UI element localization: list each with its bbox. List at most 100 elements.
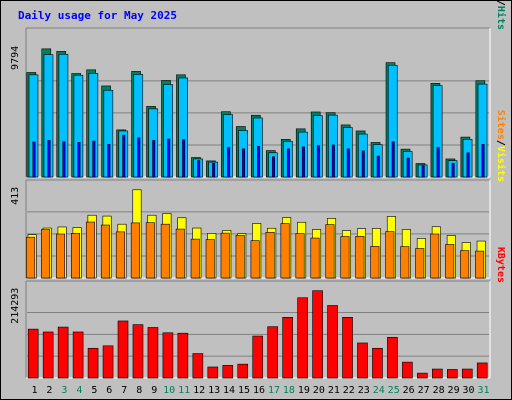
bar-sites xyxy=(220,232,230,279)
bar-pages xyxy=(286,148,290,178)
bar-pages xyxy=(47,140,51,178)
bar-pages xyxy=(32,141,36,178)
legend-entry: Hits xyxy=(495,6,507,30)
bar-sites xyxy=(160,223,170,279)
bar-kbytes xyxy=(237,363,249,379)
bar-kbytes xyxy=(476,362,488,379)
legend-entry: / xyxy=(495,0,506,6)
bar-sites xyxy=(56,233,66,279)
x-tick-label: 29 xyxy=(448,385,460,396)
x-tick-label: 5 xyxy=(91,385,97,396)
x-tick-label: 17 xyxy=(268,385,280,396)
bar-pages xyxy=(212,162,216,178)
bar-kbytes xyxy=(461,368,473,379)
bar-kbytes xyxy=(432,368,443,379)
x-tick-label: 10 xyxy=(163,385,175,396)
bar-pages xyxy=(466,152,470,178)
legend-entry: KBytes xyxy=(495,247,506,283)
bar-pages xyxy=(242,148,246,178)
bar-sites xyxy=(265,231,275,279)
bar-kbytes xyxy=(57,326,69,379)
bar-sites xyxy=(340,236,350,279)
bar-pages xyxy=(406,157,410,178)
bar-sites xyxy=(235,234,245,279)
bar-pages xyxy=(122,134,126,178)
y-max-label: 413 xyxy=(10,187,21,205)
bar-pages xyxy=(197,160,201,178)
bar-pages xyxy=(137,137,141,178)
bar-sites xyxy=(475,250,485,279)
bar-kbytes xyxy=(72,331,84,379)
bar-pages xyxy=(257,145,261,178)
x-tick-label: 15 xyxy=(238,385,250,396)
bar-kbytes xyxy=(207,366,219,379)
x-tick-label: 18 xyxy=(283,385,295,396)
bar-kbytes xyxy=(282,316,293,379)
bar-pages xyxy=(182,139,186,178)
bar-sites xyxy=(460,250,470,279)
bar-kbytes xyxy=(162,332,174,379)
bar-sites xyxy=(295,233,305,279)
x-tick-label: 16 xyxy=(253,385,265,396)
legend-entry: Visits xyxy=(495,146,507,182)
chart-title: Daily usage for May 2025 xyxy=(18,9,177,22)
bar-kbytes xyxy=(417,372,428,379)
bar-sites xyxy=(415,248,425,279)
bar-sites xyxy=(430,233,440,279)
bar-kbytes xyxy=(27,328,39,379)
bar-sites xyxy=(175,228,185,279)
bar-pages xyxy=(316,145,320,178)
bar-kbytes xyxy=(147,327,159,379)
x-tick-label: 8 xyxy=(136,385,142,396)
bar-kbytes xyxy=(252,335,264,379)
x-tick-label: 23 xyxy=(358,385,370,396)
bar-pages xyxy=(92,140,96,178)
bar-sites xyxy=(310,237,320,279)
bar-kbytes xyxy=(177,332,189,379)
x-tick-label: 31 xyxy=(477,385,489,396)
x-tick-label: 21 xyxy=(328,385,340,396)
panel-hits-files-pages: 9794 Pages/Files/Hits xyxy=(10,0,507,178)
legend-label: KBytes xyxy=(495,247,506,283)
bar-sites xyxy=(355,236,365,279)
x-tick-label: 7 xyxy=(121,385,127,396)
bar-sites xyxy=(115,231,125,279)
bar-sites xyxy=(280,223,290,279)
bar-kbytes xyxy=(402,361,413,379)
bar-pages xyxy=(167,138,171,178)
x-tick-label: 24 xyxy=(373,385,385,396)
x-tick-label: 20 xyxy=(313,385,325,396)
bar-pages xyxy=(436,147,440,178)
x-tick-label: 3 xyxy=(61,385,67,396)
bar-kbytes xyxy=(222,365,234,379)
chart-panels: 9794 Pages/Files/Hits 413 Sites/Visits 21429… xyxy=(10,0,507,379)
x-tick-label: 13 xyxy=(208,385,220,396)
x-tick-label: 28 xyxy=(433,385,445,396)
bar-pages xyxy=(152,140,156,178)
legend-label: Sites/Visits xyxy=(495,110,507,182)
bar-sites xyxy=(205,239,215,279)
x-tick-label: 2 xyxy=(46,385,52,396)
bar-sites xyxy=(325,224,335,279)
bar-pages xyxy=(376,155,380,178)
bar-pages xyxy=(346,148,350,178)
bar-pages xyxy=(331,144,335,178)
bar-kbytes xyxy=(342,316,353,379)
bar-sites xyxy=(130,222,140,279)
x-tick-label: 14 xyxy=(223,385,235,396)
bar-pages xyxy=(301,146,305,178)
bar-kbytes xyxy=(87,347,99,379)
bar-pages xyxy=(271,156,275,178)
x-tick-label: 11 xyxy=(178,385,190,396)
bar-sites xyxy=(400,246,410,279)
bar-pages xyxy=(107,143,111,178)
x-tick-label: 9 xyxy=(151,385,157,396)
panel-kbytes: 214293 KBytes xyxy=(10,247,506,379)
x-tick-label: 4 xyxy=(76,385,82,396)
bar-pages xyxy=(481,143,485,178)
bar-pages xyxy=(77,142,81,178)
legend-entry: / xyxy=(495,140,506,146)
bar-kbytes xyxy=(192,353,204,379)
legend-label: Pages/Files/Hits xyxy=(495,0,507,30)
y-max-label: 9794 xyxy=(10,46,21,70)
